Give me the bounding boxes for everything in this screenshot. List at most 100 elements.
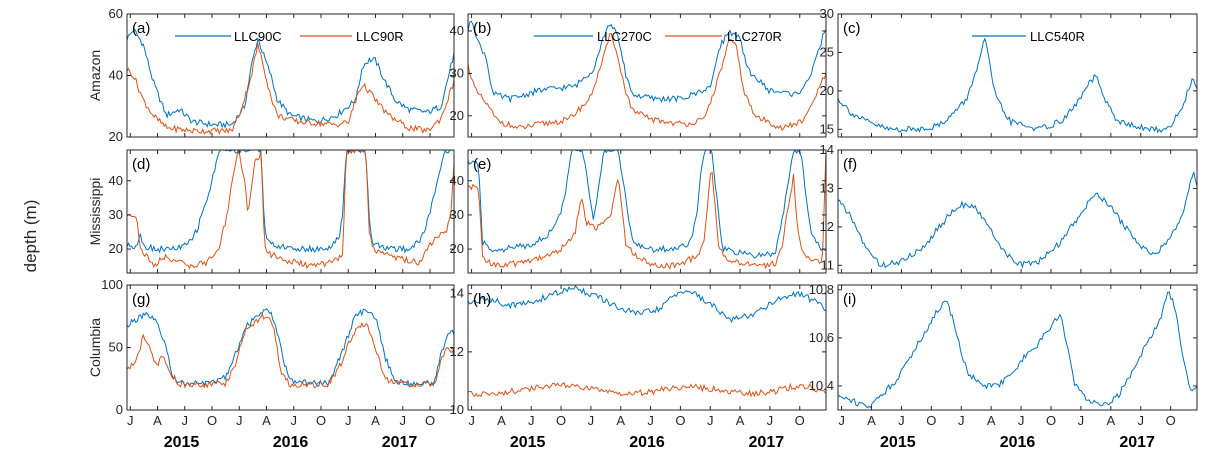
legend-label-llc90r: LLC90R bbox=[356, 29, 404, 44]
year-label: 2017 bbox=[749, 434, 785, 451]
y-tick-label: 0 bbox=[116, 402, 123, 417]
x-tick-label: O bbox=[1166, 413, 1176, 428]
x-tick-label: J bbox=[958, 413, 965, 428]
panel-label: (i) bbox=[843, 291, 856, 308]
panel-e: 20 30 40 (e) bbox=[450, 149, 827, 274]
y-tick-label: 20 bbox=[450, 241, 464, 256]
x-tick-label: O bbox=[926, 413, 936, 428]
year-label: 2015 bbox=[164, 434, 200, 451]
axes-box bbox=[467, 149, 827, 274]
x-tick-label: A bbox=[497, 413, 506, 428]
legend-label-llc540r: LLC540R bbox=[1030, 29, 1085, 44]
panel-f: 11 12 13 14 (f) bbox=[820, 142, 1198, 274]
panel-label: (b) bbox=[473, 20, 491, 37]
x-tick-label: J bbox=[468, 413, 475, 428]
y-tick-label: 14 bbox=[820, 142, 834, 157]
x-tick-label: A bbox=[371, 413, 380, 428]
panel-label: (c) bbox=[843, 20, 861, 37]
x-tick-label: O bbox=[1046, 413, 1056, 428]
x-tick-label: J bbox=[1078, 413, 1085, 428]
shared-y-axis-label: depth (m) bbox=[21, 200, 40, 273]
series-line-llc90r bbox=[127, 312, 454, 389]
y-tick-label: 100 bbox=[101, 277, 123, 292]
y-tick-label: 30 bbox=[450, 207, 464, 222]
panel-b: 20 30 40 (b) LLC270C LLC270R bbox=[450, 13, 827, 138]
y-tick-label: 40 bbox=[450, 173, 464, 188]
x-tick-label: A bbox=[867, 413, 876, 428]
series-line-llc90r bbox=[127, 42, 454, 136]
x-tick-label: J bbox=[707, 413, 714, 428]
axes-box bbox=[837, 149, 1198, 274]
x-tick-label: J bbox=[127, 413, 134, 428]
y-tick-label: 20 bbox=[109, 241, 123, 256]
x-tick-label: O bbox=[795, 413, 805, 428]
y-tick-label: 30 bbox=[450, 65, 464, 80]
x-tick-label: J bbox=[1138, 413, 1145, 428]
y-tick-label: 20 bbox=[450, 108, 464, 123]
x-tick-label: J bbox=[236, 413, 243, 428]
row-label: Amazon bbox=[87, 50, 103, 101]
x-tick-label: A bbox=[1107, 413, 1116, 428]
y-tick-label: 20 bbox=[820, 83, 834, 98]
series-line-llc540r bbox=[838, 171, 1197, 269]
y-tick-label: 50 bbox=[109, 340, 123, 355]
x-tick-label: A bbox=[616, 413, 625, 428]
y-tick-label: 40 bbox=[109, 68, 123, 83]
y-tick-label: 25 bbox=[820, 44, 834, 59]
y-tick-label: 60 bbox=[109, 6, 123, 21]
panel-g: 0 50 100 J A J O J A J O J A J O 2015 2016 2017 (g) Columbi… bbox=[87, 277, 455, 451]
y-tick-label: 30 bbox=[820, 6, 834, 21]
y-tick-label: 14 bbox=[450, 286, 464, 301]
panel-label: (a) bbox=[132, 20, 150, 37]
x-tick-label: O bbox=[316, 413, 326, 428]
x-tick-label: J bbox=[647, 413, 654, 428]
series-line-llc90c bbox=[127, 150, 454, 254]
x-tick-label: O bbox=[556, 413, 566, 428]
year-label: 2016 bbox=[629, 434, 665, 451]
x-tick-label: O bbox=[207, 413, 217, 428]
x-tick-label: J bbox=[345, 413, 352, 428]
y-tick-label: 13 bbox=[820, 180, 834, 195]
panel-label: (e) bbox=[473, 156, 491, 173]
x-tick-label: A bbox=[262, 413, 271, 428]
y-tick-label: 12 bbox=[820, 219, 834, 234]
y-tick-label: 11 bbox=[821, 257, 835, 272]
panel-c: 15 20 25 30 (c) LLC540R bbox=[820, 6, 1198, 138]
axes-box bbox=[126, 149, 455, 274]
series-line-llc270c bbox=[468, 20, 826, 104]
year-label: 2017 bbox=[382, 434, 418, 451]
x-tick-label: J bbox=[400, 413, 407, 428]
y-tick-label: 15 bbox=[820, 121, 834, 136]
axes-box bbox=[837, 13, 1198, 138]
x-tick-label: O bbox=[675, 413, 685, 428]
panel-h: 10 12 14 J A J O J A J O J A J O 2015 2016 2017 (h) bbox=[450, 284, 827, 451]
panel-label: (f) bbox=[843, 156, 857, 173]
series-line-llc540r bbox=[838, 37, 1197, 134]
y-tick-label: 12 bbox=[450, 344, 464, 359]
year-label: 2017 bbox=[1119, 434, 1155, 451]
y-tick-label: 20 bbox=[109, 129, 123, 144]
y-tick-label: 40 bbox=[450, 23, 464, 38]
y-tick-label: 30 bbox=[109, 207, 123, 222]
axes-box bbox=[467, 284, 827, 411]
x-tick-label: O bbox=[425, 413, 435, 428]
legend-label-llc270c: LLC270C bbox=[597, 29, 652, 44]
axes-box bbox=[126, 284, 455, 411]
x-tick-label: J bbox=[182, 413, 189, 428]
series-line-llc90c bbox=[127, 308, 454, 388]
x-tick-label: A bbox=[736, 413, 745, 428]
year-label: 2015 bbox=[510, 434, 546, 451]
series-line-llc90r bbox=[127, 150, 454, 270]
series-line-llc270c bbox=[468, 150, 826, 259]
x-tick-label: J bbox=[767, 413, 774, 428]
panel-label: (h) bbox=[473, 291, 491, 308]
x-tick-label: J bbox=[528, 413, 535, 428]
axes-box bbox=[837, 284, 1198, 411]
series-line-llc540r bbox=[838, 291, 1197, 409]
series-line-llc270r bbox=[468, 32, 826, 131]
panel-i: 10.4 10.6 10.8 J A J O J A J O J A J O 2015 2016 2017 (i) bbox=[809, 282, 1198, 451]
axes-box bbox=[126, 13, 455, 138]
series-line-llc270c bbox=[468, 285, 826, 324]
x-tick-label: J bbox=[588, 413, 595, 428]
